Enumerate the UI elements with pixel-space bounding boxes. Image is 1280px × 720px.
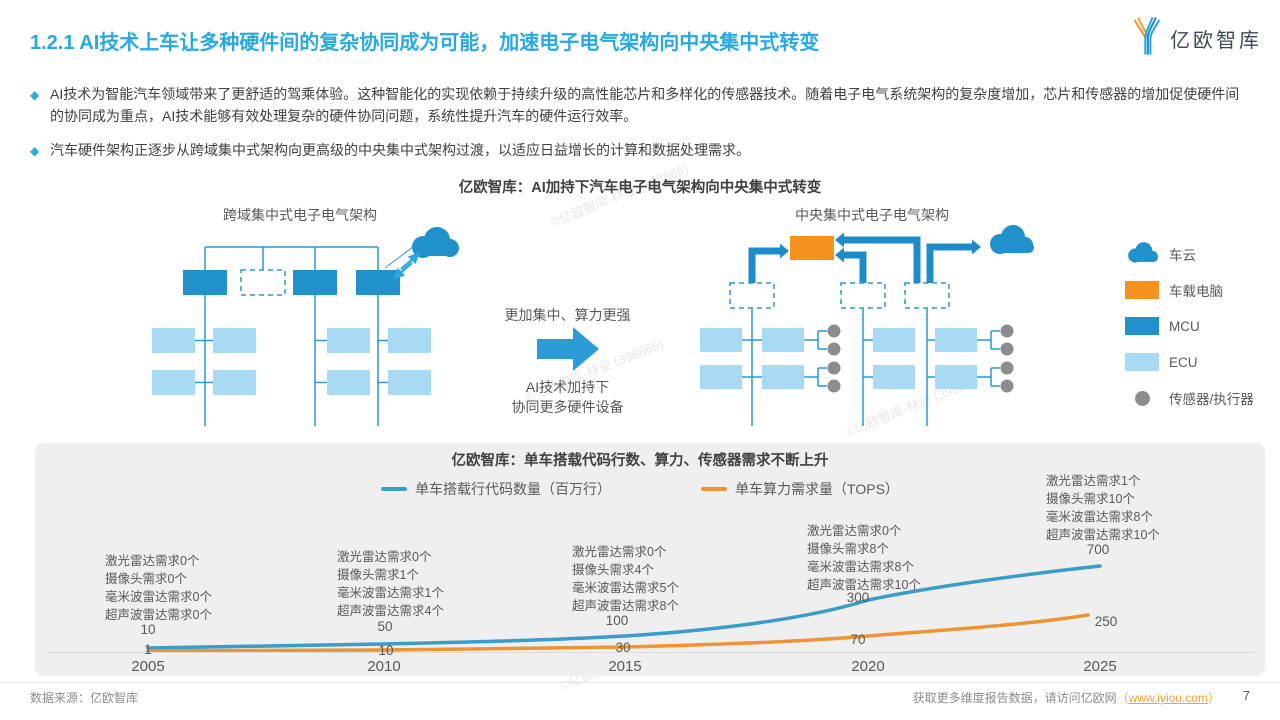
legend-label: 车云 bbox=[1169, 248, 1196, 263]
sensor-actuator-dots bbox=[827, 324, 1014, 393]
legend-label: 单车算力需求量（TOPS） bbox=[735, 481, 899, 497]
logo-text: 亿欧智库 bbox=[1170, 30, 1262, 52]
legend-label: ECU bbox=[1169, 354, 1198, 370]
orange-line-swatch bbox=[701, 487, 728, 491]
cloud-icon bbox=[412, 227, 459, 258]
diagram-title: 亿欧智库：AI加持下汽车电子电气架构向中央集中式转变 bbox=[458, 180, 822, 196]
value-label-code-2025: 700 bbox=[1086, 542, 1110, 557]
mcu-swatch bbox=[1125, 317, 1159, 335]
sensor-annotation-2020: 激光雷达需求0个 摄像头需求8个 毫米波雷达需求8个 超声波雷达需求10个 bbox=[807, 524, 921, 592]
legend-item: ECU bbox=[1125, 352, 1275, 372]
footer-note: 获取更多维度报告数据，请访问亿欧网（www.iyiou.com） bbox=[913, 689, 1220, 706]
x-tick-2020: 2020 bbox=[851, 658, 885, 675]
footer-note-text: 获取更多维度报告数据，请访问亿欧网 bbox=[912, 691, 1117, 705]
domain-centralized-architecture-diagram bbox=[152, 227, 459, 426]
legend-item: 传感器/执行器 bbox=[1125, 388, 1275, 408]
page-number: 7 bbox=[1242, 688, 1250, 703]
bullet-item: ◆ 汽车硬件架构正逐步从跨域集中式架构向更高级的中央集中式架构过渡，以适应日益增… bbox=[30, 140, 1252, 162]
dashed-mcu-box bbox=[240, 269, 286, 296]
backbone-arrows bbox=[748, 236, 972, 283]
paren: ） bbox=[1207, 691, 1220, 705]
cloud-icon bbox=[990, 225, 1034, 254]
value-label-code-2020: 300 bbox=[846, 590, 870, 605]
paren: （ bbox=[1116, 691, 1129, 705]
footer-divider bbox=[0, 682, 1280, 683]
right-architecture-label: 中央集中式电子电气架构 bbox=[795, 207, 949, 223]
x-axis bbox=[45, 652, 1255, 653]
data-source: 数据来源：亿欧智库 bbox=[30, 691, 139, 705]
iyiou-link[interactable]: www.iyiou.com bbox=[1128, 691, 1208, 705]
sensor-annotation-2025: 激光雷达需求1个 摄像头需求10个 毫米波雷达需求8个 超声波雷达需求10个 bbox=[1046, 474, 1160, 542]
left-architecture-label: 跨域集中式电子电气架构 bbox=[223, 207, 377, 223]
transition-caption-top: 更加集中、算力更强 bbox=[504, 307, 631, 323]
brand-logo: 亿欧智库 bbox=[1130, 16, 1262, 61]
cloud-icon bbox=[1125, 242, 1161, 266]
sensor-annotation-2010: 激光雷达需求0个 摄像头需求1个 毫米波雷达需求1个 超声波雷达需求4个 bbox=[337, 550, 444, 618]
transition-caption-bottom: AI技术加持下 bbox=[525, 379, 610, 395]
sensor-annotation-2005: 激光雷达需求0个 摄像头需求0个 毫米波雷达需求0个 超声波雷达需求0个 bbox=[105, 554, 212, 622]
x-tick-2025: 2025 bbox=[1083, 658, 1117, 675]
chart-legend: 单车搭载行代码数量（百万行） 单车算力需求量（TOPS） bbox=[0, 479, 1280, 499]
ecu-swatch bbox=[1125, 353, 1159, 371]
diamond-bullet-icon: ◆ bbox=[30, 88, 40, 102]
bullet-text: AI技术为智能汽车领域带来了更舒适的驾乘体验。这种智能化的实现依赖于持续升级的高… bbox=[50, 86, 1240, 124]
legend-item: 车云 bbox=[1125, 242, 1275, 266]
page-title: 1.2.1 AI技术上车让多种硬件间的复杂协同成为可能，加速电子电气架构向中央集… bbox=[30, 32, 820, 54]
value-label-code-2010: 50 bbox=[377, 619, 393, 634]
ecu-boxes bbox=[152, 328, 431, 395]
value-label-code-2005: 10 bbox=[140, 622, 156, 637]
chart-panel bbox=[35, 443, 1265, 676]
cloud-sync-arrows-icon bbox=[392, 251, 421, 281]
code-lines-series bbox=[146, 564, 1102, 650]
x-tick-2010: 2010 bbox=[367, 658, 401, 675]
right-arrow-icon bbox=[537, 327, 599, 371]
value-label-tops-2025: 250 bbox=[1094, 614, 1118, 629]
transition-caption-bottom: 协同更多硬件设备 bbox=[511, 399, 624, 415]
legend-label: MCU bbox=[1169, 318, 1200, 334]
x-tick-2015: 2015 bbox=[608, 658, 642, 675]
legend-item-tops: 单车算力需求量（TOPS） bbox=[701, 479, 899, 499]
line-chart bbox=[146, 564, 1102, 653]
x-tick-2005: 2005 bbox=[131, 658, 165, 675]
vehicle-computer-swatch bbox=[1125, 281, 1159, 299]
backbone-arrowheads bbox=[780, 232, 981, 263]
legend-item-code-lines: 单车搭载行代码数量（百万行） bbox=[381, 479, 611, 499]
sensor-annotation-2015: 激光雷达需求0个 摄像头需求4个 毫米波雷达需求5个 超声波雷达需求8个 bbox=[572, 545, 679, 613]
legend-item: MCU bbox=[1125, 316, 1275, 336]
tops-series bbox=[146, 613, 1090, 653]
mcu-boxes bbox=[183, 269, 400, 296]
value-label-tops-2020: 70 bbox=[850, 632, 866, 647]
ecu-boxes bbox=[700, 328, 977, 389]
architecture-legend: 车云 车载电脑 MCU ECU 传感器/执行器 bbox=[1125, 242, 1275, 424]
legend-label: 传感器/执行器 bbox=[1169, 392, 1254, 407]
chart-title: 亿欧智库：单车搭载代码行数、算力、传感器需求不断上升 bbox=[451, 453, 829, 469]
summary-bullets: ◆ AI技术为智能汽车领域带来了更舒适的驾乘体验。这种智能化的实现依赖于持续升级… bbox=[30, 84, 1252, 175]
value-label-tops-2015: 30 bbox=[615, 640, 631, 655]
blue-line-swatch bbox=[381, 487, 408, 491]
value-label-tops-2010: 10 bbox=[378, 643, 394, 658]
legend-item: 车载电脑 bbox=[1125, 280, 1275, 300]
bullet-item: ◆ AI技术为智能汽车领域带来了更舒适的驾乘体验。这种智能化的实现依赖于持续升级… bbox=[30, 84, 1252, 127]
bullet-text: 汽车硬件架构正逐步从跨域集中式架构向更高级的中央集中式架构过渡，以适应日益增长的… bbox=[50, 142, 750, 159]
value-label-tops-2005: 1 bbox=[144, 642, 152, 657]
value-label-code-2015: 100 bbox=[605, 613, 629, 628]
logo-icon bbox=[1130, 16, 1164, 61]
sensor-dot-icon bbox=[1135, 390, 1150, 406]
diamond-bullet-icon: ◆ bbox=[30, 144, 40, 159]
legend-label: 单车搭载行代码数量（百万行） bbox=[415, 481, 612, 497]
vehicle-computer-box bbox=[790, 236, 834, 260]
legend-label: 车载电脑 bbox=[1169, 284, 1223, 299]
dashed-mcu-boxes bbox=[729, 282, 950, 309]
central-centralized-architecture-diagram bbox=[700, 225, 1034, 426]
